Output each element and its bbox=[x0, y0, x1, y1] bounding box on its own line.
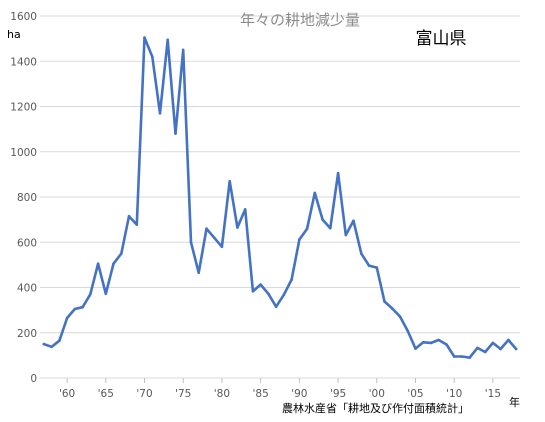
data-point bbox=[228, 179, 231, 183]
region-label: 富山県 bbox=[416, 29, 467, 49]
y-tick-label: 600 bbox=[17, 237, 37, 249]
data-point bbox=[50, 345, 53, 349]
y-tick-label: 1200 bbox=[10, 102, 37, 114]
data-point bbox=[507, 338, 510, 342]
data-point bbox=[212, 236, 216, 239]
data-point bbox=[120, 252, 123, 255]
y-tick-label: 1000 bbox=[10, 147, 37, 159]
x-axis-unit: 年 bbox=[509, 395, 520, 409]
y-tick-label: 200 bbox=[17, 328, 37, 340]
data-point bbox=[383, 300, 386, 303]
data-point bbox=[158, 112, 162, 115]
data-point bbox=[290, 278, 293, 281]
data-point bbox=[437, 338, 441, 342]
x-tick-label: '05 bbox=[407, 388, 423, 400]
data-point bbox=[483, 350, 487, 354]
data-point bbox=[321, 218, 324, 221]
data-point bbox=[251, 290, 255, 293]
data-point bbox=[174, 132, 177, 135]
data-point bbox=[367, 264, 371, 267]
data-point bbox=[476, 346, 479, 350]
data-point bbox=[181, 48, 185, 52]
data-point bbox=[391, 307, 394, 310]
x-tick-label: '00 bbox=[369, 388, 385, 400]
data-point bbox=[42, 342, 46, 346]
data-point bbox=[143, 36, 146, 39]
data-point bbox=[135, 223, 139, 226]
data-series bbox=[42, 36, 518, 359]
y-tick-label: 800 bbox=[17, 192, 37, 204]
series-line bbox=[42, 36, 518, 359]
data-point bbox=[73, 307, 77, 311]
data-point bbox=[352, 219, 355, 223]
y-tick-label: 1600 bbox=[10, 11, 37, 23]
y-axis-unit: ha bbox=[7, 28, 21, 41]
data-point bbox=[65, 316, 69, 320]
data-point bbox=[243, 208, 247, 211]
y-tick-label: 400 bbox=[17, 283, 37, 295]
data-point bbox=[329, 226, 332, 230]
x-tick-label: '85 bbox=[253, 388, 269, 400]
y-axis-ticks: 0 200 400 600 800 1000 1200 1400 1600 bbox=[10, 11, 37, 385]
data-point bbox=[460, 355, 464, 358]
data-point bbox=[127, 214, 131, 218]
data-point bbox=[220, 245, 224, 249]
data-point bbox=[468, 356, 472, 359]
x-tick-label: '15 bbox=[485, 388, 501, 400]
data-point bbox=[360, 252, 363, 255]
data-point bbox=[398, 315, 402, 318]
data-point bbox=[406, 329, 410, 333]
data-point bbox=[81, 305, 84, 309]
gridlines bbox=[40, 15, 520, 379]
data-point bbox=[336, 171, 340, 175]
data-point bbox=[151, 55, 154, 58]
data-point bbox=[499, 347, 502, 351]
data-point bbox=[514, 347, 518, 351]
x-tick-label: '95 bbox=[330, 388, 346, 400]
x-tick-label: '90 bbox=[291, 388, 307, 400]
x-tick-label: '10 bbox=[446, 388, 462, 400]
data-point bbox=[375, 266, 379, 269]
data-point bbox=[197, 271, 200, 275]
x-tick-label: '75 bbox=[175, 388, 191, 400]
y-tick-label: 0 bbox=[30, 373, 37, 385]
data-point bbox=[205, 227, 208, 230]
data-point bbox=[104, 292, 108, 296]
x-axis-ticks: '60 '65 '70 '75 '80 '85 '90 '95 '00 '05 '10 '15 bbox=[59, 378, 501, 400]
data-point bbox=[189, 241, 193, 244]
data-point bbox=[344, 233, 348, 237]
data-point bbox=[267, 292, 270, 296]
data-point bbox=[282, 293, 286, 297]
data-point bbox=[112, 262, 115, 266]
data-point bbox=[491, 341, 495, 345]
source-note: 農林水産省「耕地及び作付面積統計」 bbox=[282, 401, 469, 415]
data-point bbox=[305, 227, 309, 230]
data-point bbox=[236, 226, 239, 229]
data-point bbox=[298, 238, 301, 241]
data-point bbox=[89, 293, 92, 296]
data-point bbox=[421, 341, 425, 344]
data-point bbox=[414, 347, 417, 350]
y-tick-label: 1400 bbox=[10, 56, 37, 68]
data-point bbox=[429, 341, 433, 345]
x-tick-label: '60 bbox=[59, 388, 75, 400]
data-point bbox=[452, 355, 456, 358]
chart-title: 年々の耕地減少量 bbox=[240, 11, 360, 29]
data-point bbox=[58, 339, 61, 343]
data-point bbox=[274, 305, 278, 309]
data-point bbox=[313, 191, 317, 195]
x-tick-label: '80 bbox=[214, 388, 230, 400]
data-point bbox=[259, 283, 262, 286]
data-point bbox=[166, 38, 169, 42]
x-tick-label: '70 bbox=[136, 388, 152, 400]
data-point bbox=[445, 343, 448, 346]
data-point bbox=[96, 262, 100, 266]
x-tick-label: '65 bbox=[98, 388, 114, 400]
